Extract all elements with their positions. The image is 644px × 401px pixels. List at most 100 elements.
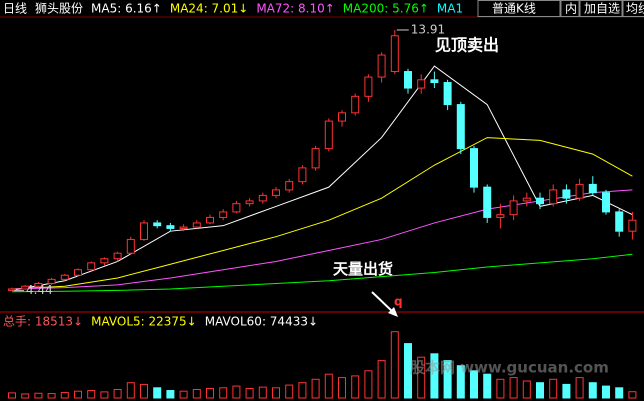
volume-bar [34, 392, 43, 399]
candle-body [324, 120, 333, 150]
ma-line [11, 137, 633, 290]
candle-body [21, 285, 30, 290]
volume-bar [417, 356, 426, 399]
candle-body [311, 148, 320, 169]
candle-body [549, 189, 558, 205]
volume-bar [562, 383, 571, 399]
volume-bar [60, 392, 69, 399]
volume-bar [74, 390, 82, 399]
legend-text: MA200: 5.76↑ [343, 2, 429, 16]
candle-body [509, 200, 518, 216]
volume-bar [351, 375, 360, 399]
candle-body [272, 189, 280, 196]
volume-bar [285, 384, 294, 399]
mode-text: 普通K线 [492, 2, 536, 16]
legend-text: MAVOL5: 22375↓ [91, 315, 197, 329]
volume-bar [179, 390, 188, 399]
candle-body [588, 183, 597, 194]
volume-bar [232, 385, 241, 399]
candle-body [285, 181, 294, 191]
candle-body [87, 262, 96, 271]
volume-bar [588, 382, 597, 399]
button-text: 内 [565, 2, 577, 16]
volume-bar [549, 378, 558, 399]
candle-body [166, 225, 175, 229]
volume-bar [404, 343, 412, 399]
candle-body [126, 238, 135, 254]
annotation: 天量出货 [333, 260, 393, 278]
button-text: 加自选 [584, 2, 620, 16]
button[interactable] [560, 0, 580, 17]
volume-bar [509, 377, 518, 399]
candle-body [602, 192, 610, 213]
volume-bar [602, 385, 610, 399]
annotation: 见顶卖出 [435, 36, 499, 55]
candle-body [232, 203, 241, 213]
legend-text: MA72: 8.10↑ [256, 2, 334, 16]
volume-bar [8, 392, 16, 399]
volume-bar [536, 382, 544, 399]
legend-text: 日线 [3, 2, 27, 16]
candle-body [219, 211, 228, 218]
volume-bar [245, 387, 254, 399]
arrow-head [388, 307, 398, 317]
button-text: 均线 [626, 2, 644, 16]
volume-bar [390, 331, 399, 399]
candle-body [628, 219, 637, 232]
candle-body [34, 282, 43, 287]
volume-bar [456, 365, 465, 399]
candle-body [575, 183, 584, 199]
candle-body [483, 186, 492, 218]
legend-text: 狮头股份 [35, 2, 83, 16]
candle-body [351, 95, 360, 114]
volume-bar [153, 387, 162, 399]
button[interactable] [622, 0, 644, 17]
button[interactable] [579, 0, 623, 17]
legend-text: MAVOL60: 74433↓ [205, 315, 318, 329]
legend-text: 总手: 18513↓ [3, 315, 83, 329]
volume-bar [272, 387, 280, 399]
annotation-arrow [371, 291, 395, 314]
watermark: 股本网 www.gucuan.com [410, 359, 609, 377]
volume-bar [87, 390, 96, 399]
candle-body [377, 54, 386, 78]
volume-bar [496, 378, 505, 399]
volume-bar [192, 389, 201, 399]
candle-body [298, 167, 307, 183]
candle-body [60, 274, 69, 280]
legend-text: MA5: 6.16↑ [91, 2, 162, 16]
volume-bar [430, 353, 439, 399]
candle-body [470, 148, 478, 188]
volume-bar [206, 387, 214, 399]
toolbar: 普通K线 内 加自选 均线 [477, 0, 644, 17]
legend-text: MA24: 7.01↓ [170, 2, 248, 16]
mode-select[interactable] [477, 0, 561, 17]
volume-bar [483, 373, 492, 399]
volume-bar [311, 378, 320, 399]
volume-bar [575, 377, 584, 399]
volume-bar [443, 360, 452, 399]
candle-body [8, 288, 16, 291]
volume-bar [377, 360, 386, 399]
volume-bar [522, 380, 531, 399]
candle-body [522, 197, 531, 202]
volume-bar [100, 391, 109, 399]
volume-bar [47, 393, 56, 399]
volume-bar [324, 373, 333, 399]
candle-body [258, 194, 267, 202]
candle-body [113, 252, 122, 260]
volume-bar [166, 390, 175, 399]
candle-body [153, 222, 162, 227]
candle-body [562, 189, 571, 199]
annotation: q [394, 295, 403, 309]
volume-bar [338, 377, 346, 399]
candle-body [443, 82, 452, 106]
candle-body [404, 71, 412, 89]
low-label: 4.44 [26, 283, 53, 297]
volume-bar [126, 382, 135, 399]
volume-bar [364, 370, 373, 399]
volume-bar [298, 382, 307, 399]
candle-body [536, 197, 544, 205]
candle-body [140, 222, 148, 240]
